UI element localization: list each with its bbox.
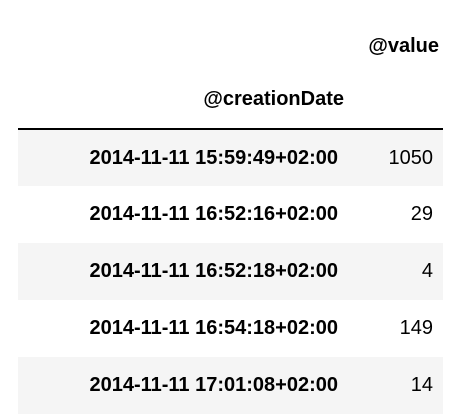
dataframe-table: @value @creationDate 2014-11-11 15:59:49…: [18, 22, 443, 414]
table-header: @value @creationDate: [18, 22, 443, 130]
table-row: 2014-11-11 16:52:18+02:00 4: [18, 243, 443, 300]
row-value-cell: 4: [421, 260, 433, 282]
row-value-cell: 14: [410, 374, 433, 396]
index-name-row-spacer: [348, 70, 443, 130]
table-row: 2014-11-11 16:52:16+02:00 29: [18, 186, 443, 243]
row-value-cell: 149: [399, 317, 433, 339]
index-name-row: @creationDate: [18, 70, 443, 130]
row-index-cell: 2014-11-11 17:01:08+02:00: [89, 374, 338, 396]
row-value-cell: 29: [410, 203, 433, 225]
table-row: 2014-11-11 16:54:18+02:00 149: [18, 300, 443, 357]
row-index-cell: 2014-11-11 16:52:16+02:00: [89, 203, 338, 225]
row-index-cell: 2014-11-11 16:52:18+02:00: [89, 260, 338, 282]
index-header-creation-date: @creationDate: [18, 70, 348, 130]
column-header-row: @value: [18, 22, 443, 70]
index-header-spacer: [18, 22, 348, 70]
column-header-value: @value: [368, 34, 439, 57]
row-index-cell: 2014-11-11 16:54:18+02:00: [89, 317, 338, 339]
table-row: 2014-11-11 17:01:08+02:00 14: [18, 357, 443, 414]
row-index-cell: 2014-11-11 15:59:49+02:00: [89, 146, 338, 169]
table-row: 2014-11-11 15:59:49+02:00 1050: [18, 129, 443, 186]
table-body: 2014-11-11 15:59:49+02:00 1050 2014-11-1…: [18, 129, 443, 414]
row-value-cell: 1050: [388, 146, 434, 169]
